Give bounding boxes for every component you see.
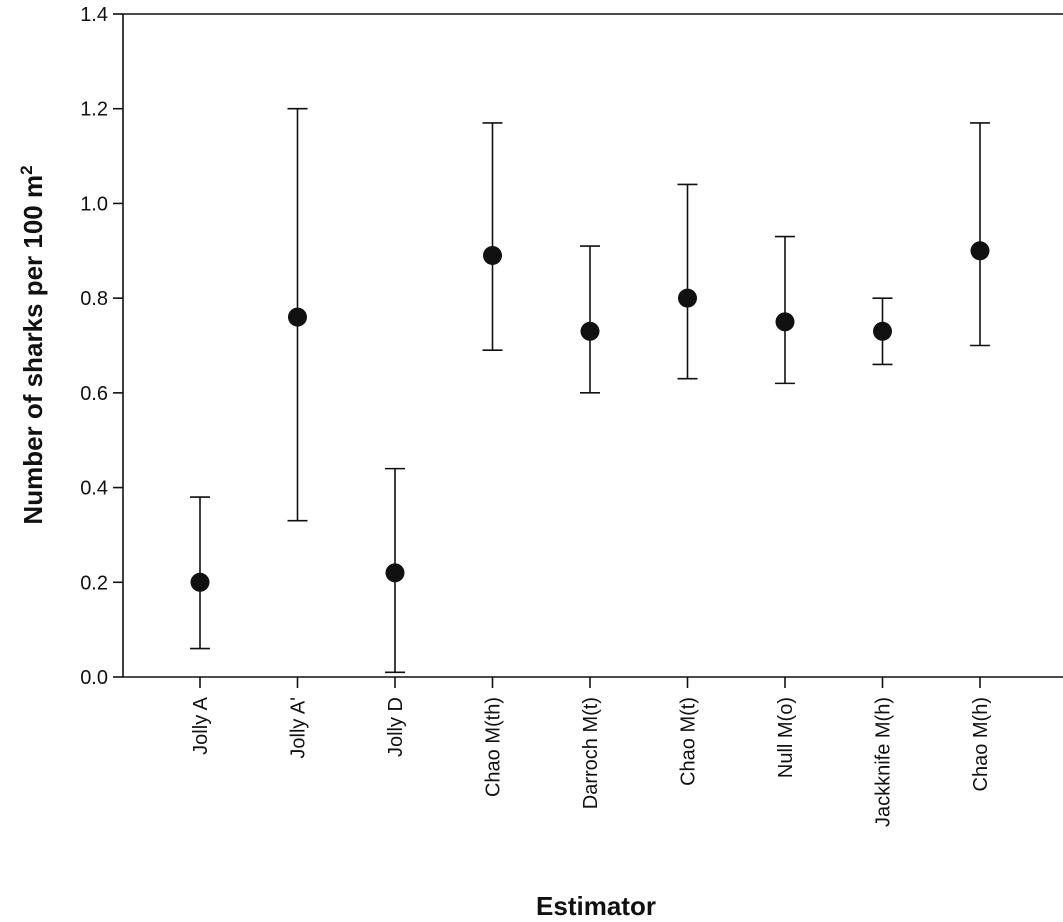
error-bars [190,107,990,674]
x-tick-label: Null M(o) [775,697,797,778]
x-tick-label: Jackknife M(h) [873,697,895,827]
x-tick-label: Chao M(h) [970,697,992,791]
x-axis-title: Estimator [536,891,656,921]
y-axis-title-superscript: 2 [17,165,36,174]
y-tick-label: 0.8 [80,288,108,310]
data-points [190,241,990,592]
data-point [775,312,795,332]
y-tick-label: 1.0 [80,193,108,215]
x-tick-label: Chao M(th) [483,697,505,797]
data-point [288,307,307,327]
data-point [580,321,600,341]
x-axis-ticks: Jolly A Jolly A' Jolly D Chao M(th) Darroch … [190,677,992,827]
y-tick-label: 0.0 [80,667,108,689]
x-tick-label: Jolly A' [288,697,310,759]
data-point [873,321,892,341]
axes [122,13,1063,678]
y-tick-label: 0.2 [80,572,108,594]
y-axis-ticks: 0.0 0.2 0.4 0.6 0.8 1.0 1.2 1.4 [80,4,123,689]
y-tick-label: 1.4 [80,4,108,26]
x-tick-label: Darroch M(t) [580,697,602,809]
data-point [678,288,697,308]
y-tick-label: 0.4 [80,478,108,500]
data-point [190,572,210,592]
y-tick-label: 0.6 [80,383,108,405]
x-tick-label: Jolly D [385,697,407,757]
data-point [385,563,405,583]
y-axis-title: Number of sharks per 100 m2 [17,165,48,524]
data-point [970,241,990,261]
y-tick-label: 1.2 [80,99,108,121]
x-tick-label: Jolly A [190,696,212,754]
data-point [483,246,502,266]
x-tick-label: Chao M(t) [678,697,700,786]
y-axis-title-text: Number of sharks per 100 m [18,175,48,525]
